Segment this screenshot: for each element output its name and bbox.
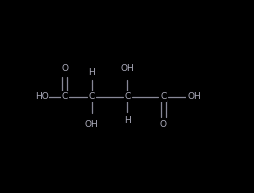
Text: OH: OH [85,120,98,129]
Text: O: O [61,64,68,73]
Text: C: C [88,92,94,101]
Text: C: C [61,92,68,101]
Text: OH: OH [186,92,200,101]
Text: C: C [124,92,130,101]
Text: HO: HO [35,92,48,101]
Text: C: C [160,92,166,101]
Text: OH: OH [120,64,134,73]
Text: O: O [159,120,166,129]
Text: H: H [124,116,130,125]
Text: H: H [88,68,95,77]
